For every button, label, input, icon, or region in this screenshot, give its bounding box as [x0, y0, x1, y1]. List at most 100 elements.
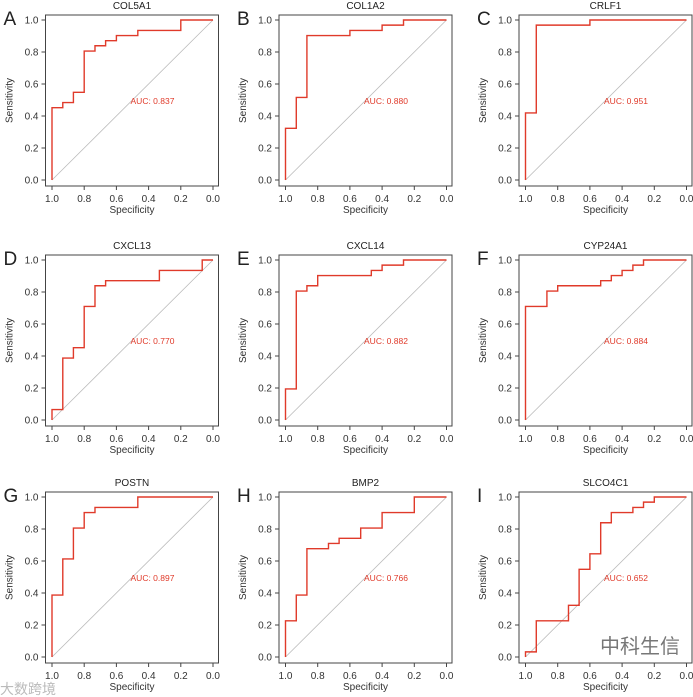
plot-frame — [278, 254, 453, 427]
panel-title: BMP2 — [352, 478, 380, 489]
y-tick-label: 1.0 — [498, 256, 512, 267]
plot-frame — [45, 491, 219, 664]
x-tick-label: 0.0 — [206, 434, 220, 445]
panel-letter: B — [237, 9, 250, 30]
x-tick-label: 0.2 — [174, 671, 188, 682]
roc-curve — [51, 496, 213, 657]
y-tick-label: 0.0 — [258, 176, 272, 187]
x-tick-label: 1.0 — [45, 671, 59, 682]
x-tick-label: 0.8 — [77, 671, 91, 682]
y-tick-label: 0.0 — [498, 416, 512, 427]
x-axis-label: Specificity — [583, 445, 628, 456]
y-tick-label: 0.8 — [25, 48, 39, 59]
x-tick-label: 0.8 — [77, 434, 91, 445]
y-axis-label: Sensitivity — [478, 318, 489, 363]
auc-label: AUC: 0.951 — [604, 96, 648, 106]
y-tick-label: 1.0 — [258, 493, 272, 504]
x-tick-label: 0.8 — [77, 194, 91, 205]
panel-title: POSTN — [115, 478, 149, 489]
y-tick-label: 0.2 — [25, 384, 39, 395]
y-tick-label: 0.2 — [258, 621, 272, 632]
y-tick-label: 0.6 — [258, 320, 272, 331]
x-tick-label: 0.0 — [206, 671, 220, 682]
diagonal-reference-line — [51, 19, 214, 181]
y-tick-label: 0.0 — [25, 653, 39, 664]
y-axis-label: Sensitivity — [478, 555, 489, 600]
y-axis-label: Sensitivity — [5, 318, 16, 363]
y-tick-label: 0.2 — [25, 144, 39, 155]
panel-title: CRLF1 — [590, 1, 622, 12]
y-axis-label: Sensitivity — [478, 78, 489, 123]
watermark-right: 中科生信 — [600, 634, 680, 658]
y-tick-label: 0.6 — [498, 80, 512, 91]
x-axis-label: Specificity — [343, 205, 388, 216]
y-tick-label: 0.0 — [498, 653, 512, 664]
y-tick-label: 0.2 — [25, 621, 39, 632]
x-tick-label: 0.4 — [615, 671, 629, 682]
x-tick-label: 0.0 — [440, 194, 454, 205]
diagonal-reference-line — [525, 19, 687, 181]
y-tick-label: 0.2 — [258, 384, 272, 395]
x-axis-label: Specificity — [343, 445, 388, 456]
x-tick-label: 0.4 — [142, 434, 156, 445]
roc-curve — [524, 19, 687, 180]
x-tick-label: 0.4 — [375, 671, 389, 682]
y-tick-label: 0.0 — [258, 653, 272, 664]
x-tick-label: 0.4 — [615, 194, 629, 205]
roc-curve — [524, 496, 687, 657]
y-tick-label: 0.0 — [25, 176, 39, 187]
y-tick-label: 0.6 — [258, 80, 272, 91]
y-tick-label: 0.6 — [258, 557, 272, 568]
y-tick-label: 0.4 — [258, 352, 272, 363]
y-tick-label: 0.2 — [498, 144, 512, 155]
auc-label: AUC: 0.882 — [364, 336, 408, 346]
y-axis-label: Sensitivity — [238, 555, 249, 600]
panel-letter: F — [477, 249, 489, 270]
roc-curve — [284, 19, 447, 180]
y-tick-label: 0.8 — [258, 48, 272, 59]
panel-letter: G — [4, 486, 19, 507]
diagonal-reference-line — [51, 259, 214, 421]
panel-letter: H — [237, 486, 251, 507]
x-tick-label: 1.0 — [45, 194, 59, 205]
x-tick-label: 1.0 — [279, 194, 293, 205]
x-tick-label: 1.0 — [519, 194, 533, 205]
y-tick-label: 1.0 — [498, 493, 512, 504]
y-tick-label: 0.8 — [498, 48, 512, 59]
auc-label: AUC: 0.770 — [131, 336, 175, 346]
x-tick-label: 0.8 — [551, 194, 565, 205]
y-tick-label: 0.0 — [258, 416, 272, 427]
y-tick-label: 1.0 — [25, 16, 39, 27]
x-tick-label: 0.6 — [343, 671, 357, 682]
plot-frame — [278, 491, 453, 664]
x-tick-label: 0.2 — [174, 194, 188, 205]
roc-curve — [284, 259, 447, 420]
x-axis-label: Specificity — [109, 445, 154, 456]
panel-title: COL1A2 — [346, 1, 385, 12]
y-tick-label: 0.2 — [498, 384, 512, 395]
auc-label: AUC: 0.880 — [364, 96, 408, 106]
x-tick-label: 0.4 — [142, 671, 156, 682]
diagonal-reference-line — [525, 259, 687, 421]
panel-letter: I — [477, 486, 482, 507]
x-tick-label: 1.0 — [279, 671, 293, 682]
x-tick-label: 0.0 — [680, 194, 693, 205]
x-tick-label: 0.4 — [375, 194, 389, 205]
panel-title: CXCL13 — [113, 241, 151, 252]
roc-curve — [524, 259, 687, 420]
x-tick-label: 0.6 — [583, 434, 597, 445]
x-tick-label: 0.0 — [680, 671, 693, 682]
y-tick-label: 0.4 — [258, 589, 272, 600]
watermark-left: 大数跨境 — [0, 682, 56, 697]
auc-label: AUC: 0.897 — [131, 573, 175, 583]
x-tick-label: 0.8 — [551, 671, 565, 682]
x-tick-label: 1.0 — [519, 671, 533, 682]
plot-frame — [45, 254, 219, 427]
x-axis-label: Specificity — [583, 682, 628, 693]
x-tick-label: 0.6 — [109, 194, 123, 205]
y-axis-label: Sensitivity — [238, 78, 249, 123]
y-tick-label: 0.4 — [498, 352, 512, 363]
x-tick-label: 0.8 — [551, 434, 565, 445]
y-tick-label: 0.8 — [498, 288, 512, 299]
